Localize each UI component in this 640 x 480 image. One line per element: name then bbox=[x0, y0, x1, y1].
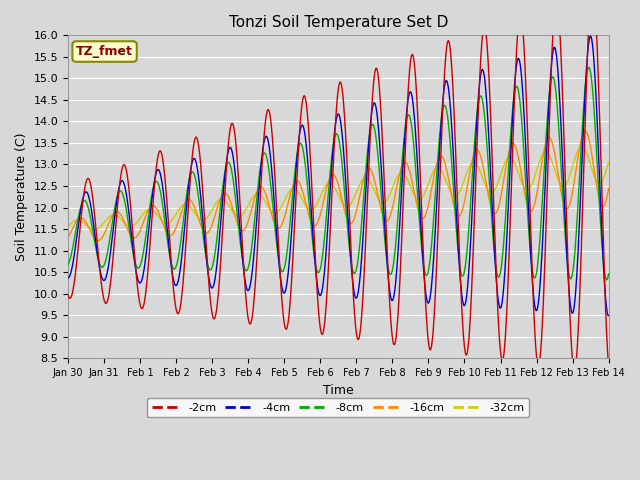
Title: Tonzi Soil Temperature Set D: Tonzi Soil Temperature Set D bbox=[228, 15, 448, 30]
X-axis label: Time: Time bbox=[323, 384, 354, 396]
Text: TZ_fmet: TZ_fmet bbox=[76, 45, 133, 58]
Y-axis label: Soil Temperature (C): Soil Temperature (C) bbox=[15, 132, 28, 261]
Legend: -2cm, -4cm, -8cm, -16cm, -32cm: -2cm, -4cm, -8cm, -16cm, -32cm bbox=[147, 398, 529, 417]
